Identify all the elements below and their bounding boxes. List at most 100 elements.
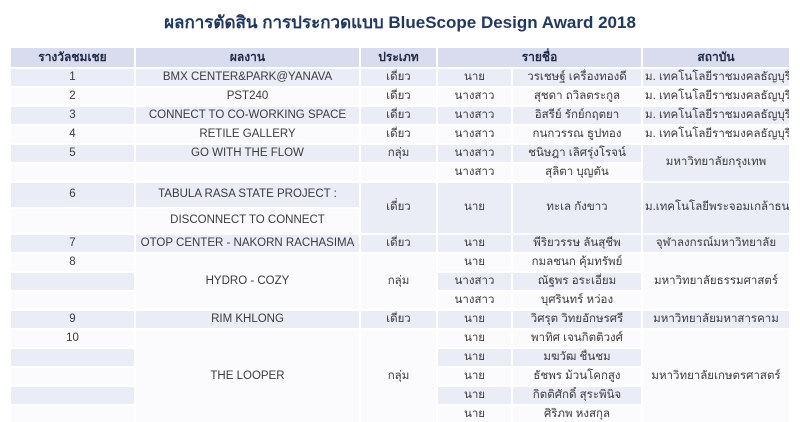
table-row: นาย มฆวัฒ ชื่นชม <box>8 347 790 368</box>
title-cell: นางสาว <box>435 290 513 311</box>
header-row: รางวัลชมเชย ผลงาน ประเภท รายชื่อ สถาบัน <box>8 46 791 69</box>
award-cell: 9 <box>8 309 136 330</box>
name-cell: ชนิษฎา เลิศรุ่งโรจน์ <box>510 143 644 164</box>
title-cell: นาย <box>435 404 513 422</box>
work-cell: DISCONNECT TO CONNECT <box>133 207 361 235</box>
title-cell: นางสาว <box>435 124 513 145</box>
table-row: นางสาว ณัฐพร อระเอี่ยม <box>8 271 790 292</box>
institution-cell: ม. เทคโนโลยีราชมงคลธัญบุรี <box>641 67 791 88</box>
name-cell: พาทิศ เจนกิตติวงศ์ <box>510 328 644 349</box>
col-header-names: รายชื่อ <box>435 46 644 69</box>
award-cell: 6 <box>8 181 136 209</box>
institution-cell: ม. เทคโนโลยีราชมงคลธัญบุรี <box>641 124 791 145</box>
title-cell: นางสาว <box>435 162 513 183</box>
institution-cell: มหาวิทยาลัยมหาสารคาม <box>641 309 791 330</box>
table-row: 3 CONNECT TO CO-WORKING SPACE เดี่ยว นางสาว… <box>8 105 791 126</box>
col-header-type: ประเภท <box>358 46 438 69</box>
award-cell: 7 <box>8 233 136 254</box>
work-cell <box>133 162 361 183</box>
table-row: DISCONNECT TO CONNECT <box>8 207 790 235</box>
work-cell: GO WITH THE FLOW <box>133 143 361 164</box>
table-row: 7 OTOP CENTER - NAKORN RACHASIMA เดี่ยว นาย… <box>8 233 791 254</box>
table-row: 4 RETILE GALLERY เดี่ยว นางสาว กนกวรรณ ธูปทอ… <box>8 124 791 145</box>
title-cell: นาย <box>435 366 513 387</box>
table-row: 10 THE LOOPER กลุ่ม นาย พาทิศ เจนกิตติวงศ์ มห… <box>8 328 791 422</box>
work-cell: RETILE GALLERY <box>133 124 361 145</box>
award-cell <box>8 290 136 311</box>
name-cell: ณัฐพร อระเอี่ยม <box>510 271 644 292</box>
title-cell: นาย <box>435 181 513 235</box>
award-cell: 10 <box>8 328 136 349</box>
work-cell: BMX CENTER&PARK@YANAVA <box>133 67 361 88</box>
title-cell: นางสาว <box>435 143 513 164</box>
title-cell: นาย <box>435 347 513 368</box>
type-cell: เดี่ยว <box>358 67 438 88</box>
name-cell: มฆวัฒ ชื่นชม <box>510 347 644 368</box>
name-cell: วรเชษฐ์ เครื่องทองดี <box>510 67 644 88</box>
table-row: 9 RIM KHLONG เดี่ยว นาย วิศรุต วิทยอักษรศรีม… <box>8 309 791 330</box>
type-cell: เดี่ยว <box>358 181 438 235</box>
type-cell: เดี่ยว <box>358 233 438 254</box>
work-cell: PST240 <box>133 86 361 107</box>
table-row: นางสาว สุลิตา บุญตัน <box>8 162 790 183</box>
type-cell: เดี่ยว <box>358 309 438 330</box>
institution-cell: มหาวิทยาลัยเกษตรศาสตร์ <box>641 328 791 422</box>
institution-cell: ม. เทคโนโลยีราชมงคลธัญบุรี <box>641 86 791 107</box>
type-cell: เดี่ยว <box>358 124 438 145</box>
award-cell <box>8 404 136 422</box>
award-cell: 3 <box>8 105 136 126</box>
table-row: 5 GO WITH THE FLOW กลุ่ม นางสาว ชนิษฎา เลิศร… <box>8 143 791 183</box>
name-cell: ศิริภพ หงสกุล <box>510 404 644 422</box>
name-cell: ธัชพร ม้วนโคกสูง <box>510 366 644 387</box>
name-cell: พีริยวรรษ ลันสุชีพ <box>510 233 644 254</box>
type-cell <box>358 162 438 183</box>
award-cell <box>8 207 136 235</box>
title-cell: นาย <box>435 233 513 254</box>
table-row: นาย กิตติศักดิ์ สุระพินิจ <box>8 385 790 406</box>
institution-cell: มหาวิทยาลัยกรุงเทพ <box>641 143 791 183</box>
title-cell: นาย <box>435 67 513 88</box>
name-cell: บุศรินทร์ หว่อง <box>510 290 644 311</box>
name-cell: สุลิตา บุญตัน <box>510 162 644 183</box>
col-header-work: ผลงาน <box>133 46 361 69</box>
col-header-institution: สถาบัน <box>641 46 791 69</box>
award-cell: 8 <box>8 252 136 273</box>
work-cell: OTOP CENTER - NAKORN RACHASIMA <box>133 233 361 254</box>
table-row: 8 HYDRO - COZY กลุ่ม นาย กมลชนก คุ้มทรัพย์ มห… <box>8 252 791 311</box>
title-cell: นาย <box>435 309 513 330</box>
award-cell: 4 <box>8 124 136 145</box>
name-cell: ทะเล กังขาว <box>510 181 644 235</box>
award-cell: 2 <box>8 86 136 107</box>
title-cell: นาย <box>435 385 513 406</box>
col-header-award: รางวัลชมเชย <box>8 46 136 69</box>
type-cell: กลุ่ม <box>358 328 438 422</box>
title-cell: นางสาว <box>435 86 513 107</box>
name-cell: กิตติศักดิ์ สุระพินิจ <box>510 385 644 406</box>
type-cell: เดี่ยว <box>358 105 438 126</box>
type-cell: กลุ่ม <box>358 143 438 164</box>
name-cell: อิสรีย์ รักย์กฤตยา <box>510 105 644 126</box>
award-cell <box>8 347 136 368</box>
type-cell: เดี่ยว <box>358 86 438 107</box>
table-row: นาย ศิริภพ หงสกุล <box>8 404 790 422</box>
results-table: รางวัลชมเชย ผลงาน ประเภท รายชื่อ สถาบัน … <box>8 46 791 422</box>
title-cell: นางสาว <box>435 105 513 126</box>
award-cell <box>8 385 136 406</box>
results-table-body: 1 BMX CENTER&PARK@YANAVA เดี่ยว นาย วรเชษฐ์ … <box>8 67 791 422</box>
institution-cell: ม.เทคโนโลยีพระจอมเกล้าธนบุรี <box>641 181 791 235</box>
type-cell: กลุ่ม <box>358 252 438 311</box>
name-cell: วิศรุต วิทยอักษรศรี <box>510 309 644 330</box>
award-cell <box>8 162 136 183</box>
name-cell: กมลชนก คุ้มทรัพย์ <box>510 252 644 273</box>
title-cell: นาย <box>435 252 513 273</box>
work-cell: CONNECT TO CO-WORKING SPACE <box>133 105 361 126</box>
title-cell: นางสาว <box>435 271 513 292</box>
institution-cell: มหาวิทยาลัยธรรมศาสตร์ <box>641 252 791 311</box>
name-cell: สุชดา ถวิลตระกูล <box>510 86 644 107</box>
award-cell <box>8 271 136 292</box>
title-cell: นาย <box>435 328 513 349</box>
table-row: 6 TABULA RASA STATE PROJECT : เดี่ยว นาย ทะเ… <box>8 181 791 235</box>
work-cell: THE LOOPER <box>133 328 361 422</box>
work-cell: TABULA RASA STATE PROJECT : <box>133 181 361 209</box>
table-row: 1 BMX CENTER&PARK@YANAVA เดี่ยว นาย วรเชษฐ์ … <box>8 67 791 88</box>
